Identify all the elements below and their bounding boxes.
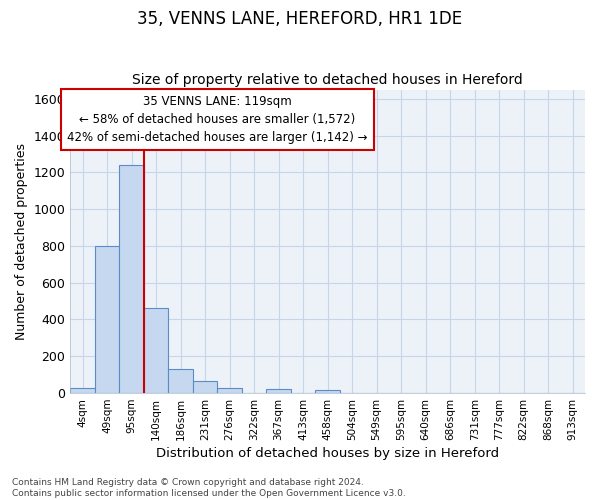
Text: 35, VENNS LANE, HEREFORD, HR1 1DE: 35, VENNS LANE, HEREFORD, HR1 1DE (137, 10, 463, 28)
Y-axis label: Number of detached properties: Number of detached properties (15, 143, 28, 340)
Bar (70, 388, 95, 393)
Bar (266, 390, 291, 393)
X-axis label: Distribution of detached houses by size in Hereford: Distribution of detached houses by size … (156, 447, 499, 460)
Text: Contains HM Land Registry data © Crown copyright and database right 2024.
Contai: Contains HM Land Registry data © Crown c… (12, 478, 406, 498)
Bar (217, 388, 242, 393)
Bar (169, 369, 193, 393)
Text: 35 VENNS LANE: 119sqm
← 58% of detached houses are smaller (1,572)
42% of semi-d: 35 VENNS LANE: 119sqm ← 58% of detached … (67, 95, 368, 144)
Bar (144, 308, 169, 393)
Bar (193, 381, 217, 393)
Title: Size of property relative to detached houses in Hereford: Size of property relative to detached ho… (132, 73, 523, 87)
Bar (119, 165, 144, 393)
Bar (316, 390, 340, 393)
Bar (95, 246, 119, 393)
